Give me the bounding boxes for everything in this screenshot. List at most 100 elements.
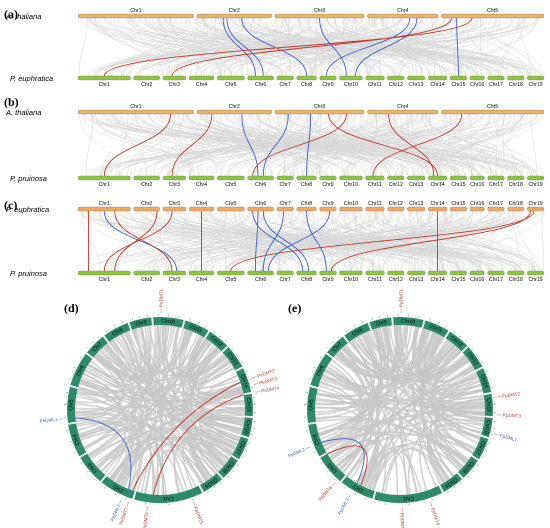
chromosome-label: Chr13 <box>409 82 423 88</box>
chromosome-label: Chr7 <box>280 277 291 283</box>
grey-synteny-line <box>444 113 544 177</box>
grey-synteny-line <box>304 17 527 77</box>
chromosome-bar <box>507 270 525 276</box>
ideogram-label: Chr14 <box>479 374 489 389</box>
gene-marker <box>126 501 129 507</box>
b-bottom-chr-10: Chr10 <box>339 175 363 188</box>
c-top-chr-4: Chr4 <box>188 201 215 212</box>
grey-chord <box>75 325 152 404</box>
grey-synteny-line <box>234 210 348 272</box>
grey-synteny-line <box>450 17 456 77</box>
grey-synteny-line <box>200 113 474 177</box>
gene-label: PeDML2 <box>110 503 122 522</box>
a-bottom-chr-19: Chr19 <box>527 75 545 88</box>
panel-label: (c) <box>4 198 17 212</box>
grey-synteny-line <box>137 210 300 272</box>
highlight-link <box>456 17 459 77</box>
chromosome-bar <box>527 75 545 81</box>
panel-label: (e) <box>288 301 301 315</box>
grey-synteny-line <box>320 113 491 177</box>
grey-chord <box>324 431 469 461</box>
grey-synteny-line <box>519 17 531 77</box>
chromosome-bar <box>507 206 525 212</box>
grey-chord <box>349 340 462 470</box>
grey-synteny-line <box>241 210 411 272</box>
chromosome-label: Chr5 <box>225 277 236 283</box>
d-ideogram-chr-14: Chr14 <box>235 368 254 394</box>
d-ideogram-chr-11: Chr11 <box>183 318 209 338</box>
b-bottom-chr-14: Chr14 <box>427 175 448 188</box>
tick-mark <box>189 318 191 321</box>
grey-synteny-line <box>184 113 517 177</box>
chromosome-label: Chr1 <box>130 104 141 110</box>
gene-label: PeDMT6 <box>142 511 149 528</box>
blue-link <box>75 417 132 490</box>
ideogram-label: Chr11 <box>188 323 203 334</box>
chromosome-bar <box>427 75 448 81</box>
grey-synteny-line <box>438 210 482 272</box>
grey-synteny-line <box>416 17 431 77</box>
grey-chord <box>76 393 141 491</box>
tick-mark <box>437 321 439 324</box>
grey-synteny-line <box>184 210 214 272</box>
e-ideogram-chr-16: Chr16 <box>481 417 496 438</box>
grey-chord <box>335 340 451 381</box>
grey-chord <box>322 368 363 393</box>
highlight-link <box>330 210 531 272</box>
chromosome-label: Chr4 <box>196 201 207 207</box>
tick-mark <box>485 449 488 451</box>
highlight-link <box>372 113 463 177</box>
chromosome-label: Chr2 <box>141 82 152 88</box>
grey-synteny-line <box>381 210 533 272</box>
c-top-chr-9: Chr9 <box>319 201 337 212</box>
chromosome-bar <box>469 75 485 81</box>
ideogram-arc <box>200 473 223 493</box>
ideogram-arc <box>218 456 238 478</box>
grey-synteny-line <box>219 17 243 77</box>
chromosome-bar <box>276 75 294 81</box>
chromosome-bar <box>217 270 245 276</box>
ideogram-arc <box>80 453 106 482</box>
chromosome-bar <box>274 13 365 19</box>
gene-marker <box>496 396 502 398</box>
tick-mark <box>453 486 456 489</box>
ideogram-label: Chr16 <box>483 419 492 434</box>
grey-chord <box>75 416 222 471</box>
grey-synteny-line <box>399 17 456 77</box>
chromosome-bar <box>188 270 215 276</box>
grey-synteny-line <box>173 113 191 177</box>
c-bottom-chr-6: Chr6 <box>247 270 274 283</box>
chromosome-label: Chr11 <box>368 182 382 188</box>
b-top-chr-1: Chr1 <box>77 104 194 115</box>
e-ideogram-chr-8: Chr8 <box>344 321 371 342</box>
chromosome-label: Chr17 <box>489 182 503 188</box>
chromosome-bar <box>296 75 317 81</box>
highlight-link <box>230 210 535 272</box>
ideogram-arc <box>393 316 424 328</box>
d-ideogram-chr-5: Chr5 <box>64 386 78 423</box>
chromosome-bar <box>247 75 274 81</box>
b-bottom-chr-5: Chr5 <box>217 175 245 188</box>
grey-synteny-line <box>480 17 482 77</box>
grey-chord <box>140 326 245 409</box>
chromosome-bar <box>487 175 505 181</box>
chromosome-label: Chr4 <box>196 277 207 283</box>
grey-synteny-line <box>193 210 465 272</box>
panel-label: (b) <box>4 95 19 109</box>
chromosome-bar <box>319 270 337 276</box>
chromosome-label: Chr13 <box>409 277 423 283</box>
c-top-chr-10: Chr10 <box>339 201 363 212</box>
grey-synteny-line <box>356 17 530 77</box>
grey-synteny-line <box>100 113 453 177</box>
grey-synteny-line <box>270 17 340 77</box>
b-bottom-chr-6: Chr6 <box>247 175 274 188</box>
ideogram-arc <box>104 322 131 342</box>
chromosome-bar <box>196 13 272 19</box>
grey-synteny-line <box>91 113 200 177</box>
chromosome-label: Chr6 <box>255 182 266 188</box>
c-bottom-chr-14: Chr14 <box>427 270 448 283</box>
e-ideogram-chr-1: Chr1 <box>374 485 443 506</box>
chromosome-label: Chr5 <box>225 182 236 188</box>
gene-label: PeDMT1 <box>159 288 164 307</box>
b-bottom-chr-18: Chr18 <box>507 175 525 188</box>
